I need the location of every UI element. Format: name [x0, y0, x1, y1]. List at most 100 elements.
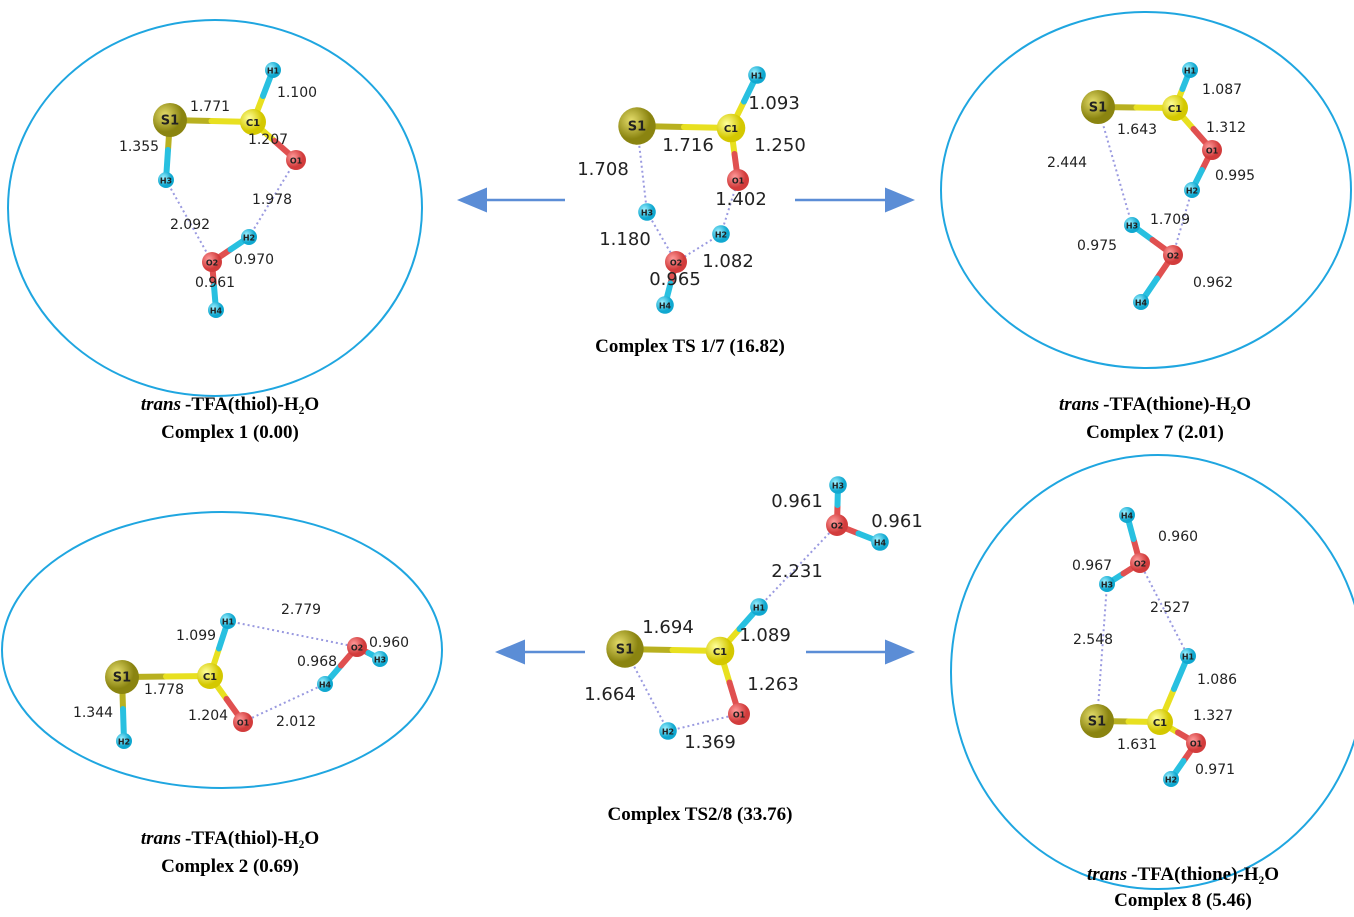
- bond-length: 1.344: [73, 705, 113, 721]
- atom-label: O1: [1190, 740, 1203, 749]
- atom-label: S1: [1088, 715, 1106, 730]
- atom-label: H3: [374, 656, 386, 665]
- atom-label: H3: [641, 209, 653, 218]
- bond-length: 1.082: [702, 251, 754, 272]
- bond-length: 0.962: [1193, 275, 1233, 291]
- molecules: S1C1H1O1H3O2H2H41.7711.1001.2071.3551.97…: [73, 62, 1279, 911]
- atom-label: O2: [206, 259, 218, 268]
- bond-length: 1.643: [1117, 122, 1157, 138]
- caption-formula: -TFA(thione)-H₂O: [1131, 864, 1279, 885]
- diagram: S1C1H1O1H3O2H2H41.7711.1001.2071.3551.97…: [0, 0, 1354, 917]
- bond-length: 2.012: [276, 714, 316, 730]
- bond-length: 1.369: [684, 732, 736, 753]
- bond-length: 1.709: [1150, 212, 1190, 228]
- bond-length: 0.960: [1158, 529, 1198, 545]
- bond-length: 1.099: [176, 628, 216, 644]
- bond-length: 2.231: [771, 561, 823, 582]
- bond-length: 1.250: [754, 135, 806, 156]
- bond-length: 0.971: [1195, 762, 1235, 778]
- atom-label: H1: [1184, 67, 1197, 76]
- atom-label: H2: [715, 231, 727, 240]
- caption-name: Complex 8 (5.46): [1114, 890, 1252, 911]
- bond-length: 1.204: [188, 708, 228, 724]
- atom-label: C1: [1168, 104, 1182, 115]
- caption-title: trans-TFA(thione)-H₂O: [1059, 394, 1251, 415]
- bond-length: 1.093: [748, 93, 800, 114]
- bond-length: 1.263: [747, 674, 799, 695]
- caption-name: Complex TS 1/7 (16.82): [595, 336, 785, 357]
- bond-length: 1.327: [1193, 708, 1233, 724]
- bond-length: 1.180: [599, 229, 651, 250]
- atom-label: O2: [351, 644, 363, 653]
- bond-length: 2.444: [1047, 155, 1087, 171]
- bond-length: 0.965: [649, 269, 701, 290]
- atom-label: H1: [1182, 653, 1195, 662]
- atom-label: H4: [659, 302, 672, 311]
- bond-length: 0.961: [871, 511, 923, 532]
- bond-length: 1.086: [1197, 672, 1237, 688]
- atom-label: H1: [753, 604, 766, 613]
- bond-length: 0.968: [297, 654, 337, 670]
- caption-name: Complex 7 (2.01): [1086, 422, 1224, 443]
- hydrogen-bond: [228, 621, 357, 647]
- bond-length: 1.664: [584, 684, 636, 705]
- atom-label: O1: [1206, 147, 1219, 156]
- bond-length: 0.970: [234, 252, 274, 268]
- atom-label: H3: [1126, 222, 1138, 231]
- bond-length: 1.355: [119, 139, 159, 155]
- atom-label: H2: [1165, 776, 1177, 785]
- bond-length: 1.089: [739, 625, 791, 646]
- caption-title: trans-TFA(thione)-H₂O: [1087, 864, 1279, 885]
- bond-length: 1.207: [248, 132, 288, 148]
- atom-label: C1: [1153, 718, 1167, 729]
- atom-label: S1: [113, 671, 131, 686]
- atom-label: S1: [628, 120, 646, 135]
- atom-label: H1: [751, 72, 764, 81]
- bond-length: 2.779: [281, 602, 321, 618]
- atom-label: H4: [210, 307, 223, 316]
- caption-prefix: trans: [141, 394, 181, 415]
- bond-length: 1.087: [1202, 82, 1242, 98]
- atom-label: H3: [832, 482, 844, 491]
- atom-label: H2: [662, 728, 674, 737]
- molecule: S1C1H1O1H2O2H3H40.9610.9612.2311.6941.08…: [584, 476, 923, 825]
- bond-length: 2.548: [1073, 632, 1113, 648]
- bond-length: 0.961: [771, 491, 823, 512]
- atom-label: S1: [616, 643, 634, 658]
- caption-name: Complex 2 (0.69): [161, 856, 299, 877]
- bond-length: 2.092: [170, 217, 210, 233]
- atom-label: H1: [267, 67, 280, 76]
- caption-formula: -TFA(thiol)-H₂O: [185, 394, 319, 415]
- ellipse: [941, 12, 1351, 368]
- bond-length: 1.631: [1117, 737, 1157, 753]
- caption-name: Complex 1 (0.00): [161, 422, 299, 443]
- molecule: S1C1H1O1H2H4O2H32.7791.0990.9600.9681.77…: [73, 602, 409, 877]
- bond-length: 1.771: [190, 99, 230, 115]
- atom-label: O2: [831, 522, 843, 531]
- bond-length: 1.708: [577, 159, 629, 180]
- atom-label: S1: [161, 114, 179, 129]
- atom-label: C1: [713, 647, 727, 658]
- atom-label: O2: [1134, 560, 1146, 569]
- bond-length: 1.402: [715, 189, 767, 210]
- atom-label: O1: [237, 719, 250, 728]
- caption-title: trans-TFA(thiol)-H₂O: [141, 394, 319, 415]
- bond-length: 0.960: [369, 635, 409, 651]
- atom-label: C1: [246, 118, 260, 129]
- caption-prefix: trans: [1087, 864, 1127, 885]
- caption-title: trans-TFA(thiol)-H₂O: [141, 828, 319, 849]
- bond-length: 1.312: [1206, 120, 1246, 136]
- atom-label: H1: [222, 618, 235, 627]
- bond-length: 1.694: [642, 617, 694, 638]
- atom-label: H4: [1135, 299, 1148, 308]
- atom-label: O1: [290, 157, 303, 166]
- caption-prefix: trans: [141, 828, 181, 849]
- atom-label: C1: [724, 124, 738, 135]
- caption-formula: -TFA(thiol)-H₂O: [185, 828, 319, 849]
- arrows: [462, 200, 910, 652]
- hydrogen-bond: [1097, 584, 1107, 721]
- bond-length: 0.961: [195, 275, 235, 291]
- ellipse: [8, 20, 422, 396]
- atom-label: H4: [1121, 512, 1134, 521]
